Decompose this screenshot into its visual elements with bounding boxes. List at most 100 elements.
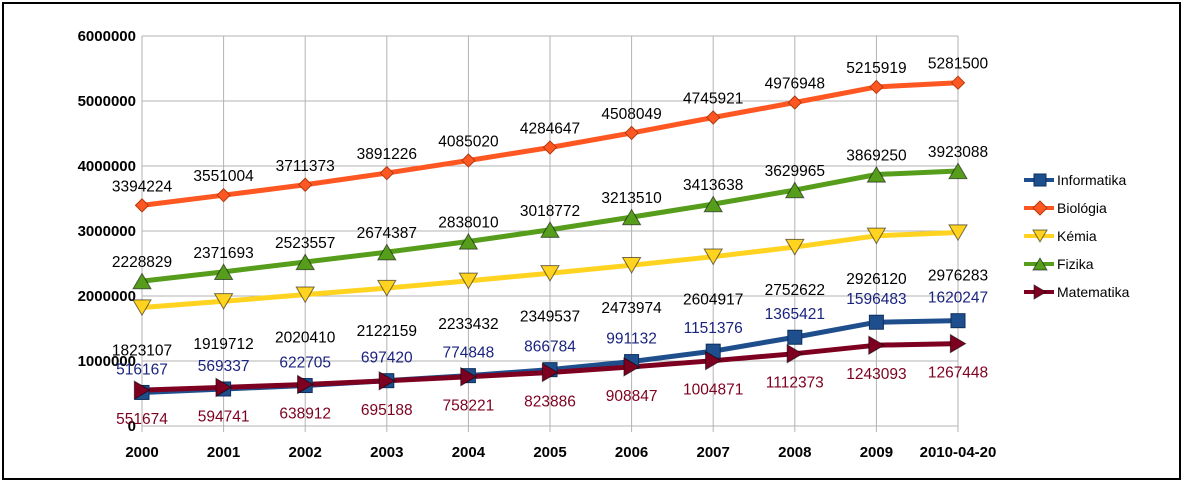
y-tick-label: 5000000 [78,93,136,110]
data-label-informatika: 774848 [443,345,495,362]
data-point-fizika [295,253,316,271]
data-label-kemia: 2020410 [275,330,336,347]
data-point-biologia [134,198,150,213]
data-point-kemia [295,286,316,304]
data-label-informatika: 866784 [524,339,576,356]
legend-marker-fizika [1032,257,1048,271]
data-point-matematika [133,380,151,401]
data-label-matematika: 758221 [443,398,495,415]
data-point-matematika [786,343,804,364]
x-tick-label: 2004 [452,444,486,461]
legend-label-kemia: Kémia [1057,228,1097,244]
data-point-kemia [540,265,560,282]
data-point-fizika [866,165,887,183]
data-label-informatika: 991132 [606,331,657,348]
data-label-kemia: 2473974 [601,300,662,317]
x-tick-label: 2003 [370,444,403,461]
data-label-fizika: 2371693 [193,245,253,262]
data-label-informatika: 1151376 [684,320,743,337]
data-point-matematika [378,370,396,391]
data-label-matematika: 695188 [361,402,413,419]
line-chart: 0 1000000 2000000 3000000 4000000 5000000 6000… [78,28,1130,461]
x-tick-label: 2009 [860,444,893,461]
data-label-informatika: 516167 [116,361,168,378]
y-tick-label: 4000000 [78,158,136,175]
data-label-biologia: 4745921 [683,91,743,108]
data-label-fizika: 2228829 [112,254,172,271]
data-label-kemia: 2604917 [683,292,743,309]
data-point-biologia [705,110,721,125]
data-label-fizika: 3213510 [601,190,662,207]
data-label-kemia: 2122159 [357,323,417,340]
data-label-fizika: 3413638 [683,177,743,194]
data-point-fizika [703,195,724,213]
x-tick-label: 2008 [778,444,811,461]
data-label-matematika: 638912 [279,405,331,422]
data-label-fizika: 3869250 [846,147,907,164]
data-label-matematika: 1243093 [846,366,906,383]
data-label-fizika: 3923088 [928,144,988,161]
x-tick-label: 2007 [697,444,730,461]
y-tick-label: 3000000 [78,223,136,240]
x-tick-label: 2000 [125,444,158,461]
data-point-matematika [623,357,641,377]
data-point-kemia [866,227,887,245]
data-label-informatika: 1620247 [928,290,988,307]
y-tick-label: 1000000 [78,353,136,370]
data-point-fizika [540,221,560,238]
data-label-matematika: 823886 [524,393,576,410]
data-label-matematika: 1267448 [928,365,988,382]
data-point-biologia [869,79,884,95]
legend-label-matematika: Matematika [1057,284,1130,300]
data-label-kemia: 2349537 [520,308,580,325]
data-point-kemia [376,279,397,297]
data-point-kemia [621,257,642,274]
data-label-biologia: 3394224 [112,178,173,195]
data-point-biologia [624,125,639,141]
legend-marker-biologia [1032,200,1048,216]
data-label-kemia: 2976283 [928,268,988,285]
data-point-matematika [297,374,314,395]
y-tick-label: 6000000 [78,28,136,45]
data-point-matematika [705,350,722,371]
data-point-kemia [213,293,234,310]
data-label-kemia: 1919712 [193,336,253,353]
data-label-informatika: 622705 [279,355,331,372]
data-point-fizika [458,232,479,250]
data-point-kemia [784,238,805,256]
data-point-biologia [216,187,231,203]
y-tick-label: 0 [128,418,136,435]
data-point-kemia [948,224,968,242]
data-point-fizika [784,181,805,199]
x-tick-label: 2005 [533,444,566,461]
data-label-matematika: 594741 [198,408,250,425]
data-point-fizika [376,243,397,261]
data-label-matematika: 908847 [606,388,658,405]
data-label-biologia: 4976948 [765,75,825,92]
legend-marker-matematika [1033,284,1047,300]
data-point-kemia [458,272,479,290]
data-point-biologia [787,95,803,110]
data-point-biologia [542,140,558,155]
x-tick-label: 2010-04-20 [920,444,997,461]
data-label-matematika: 1112373 [766,375,824,392]
data-point-matematika [460,366,478,387]
data-label-kemia: 1823107 [112,342,172,359]
data-point-fizika [132,272,152,290]
data-point-kemia [703,248,724,266]
data-label-biologia: 3551004 [193,168,254,185]
data-point-biologia [950,75,966,90]
data-label-matematika: 1004871 [683,382,743,399]
data-point-biologia [297,177,313,192]
data-label-biologia: 3891226 [357,146,417,163]
data-point-matematika [949,333,967,354]
data-label-fizika: 2523557 [275,235,335,252]
data-label-kemia: 2233432 [438,316,498,333]
data-point-matematika [868,335,886,356]
data-label-kemia: 2752622 [765,282,825,299]
data-label-biologia: 4284647 [520,120,580,137]
data-label-informatika: 697420 [361,350,413,367]
data-point-biologia [379,165,395,181]
data-point-biologia [461,153,476,168]
legend-label-biologia: Biológia [1057,200,1107,216]
